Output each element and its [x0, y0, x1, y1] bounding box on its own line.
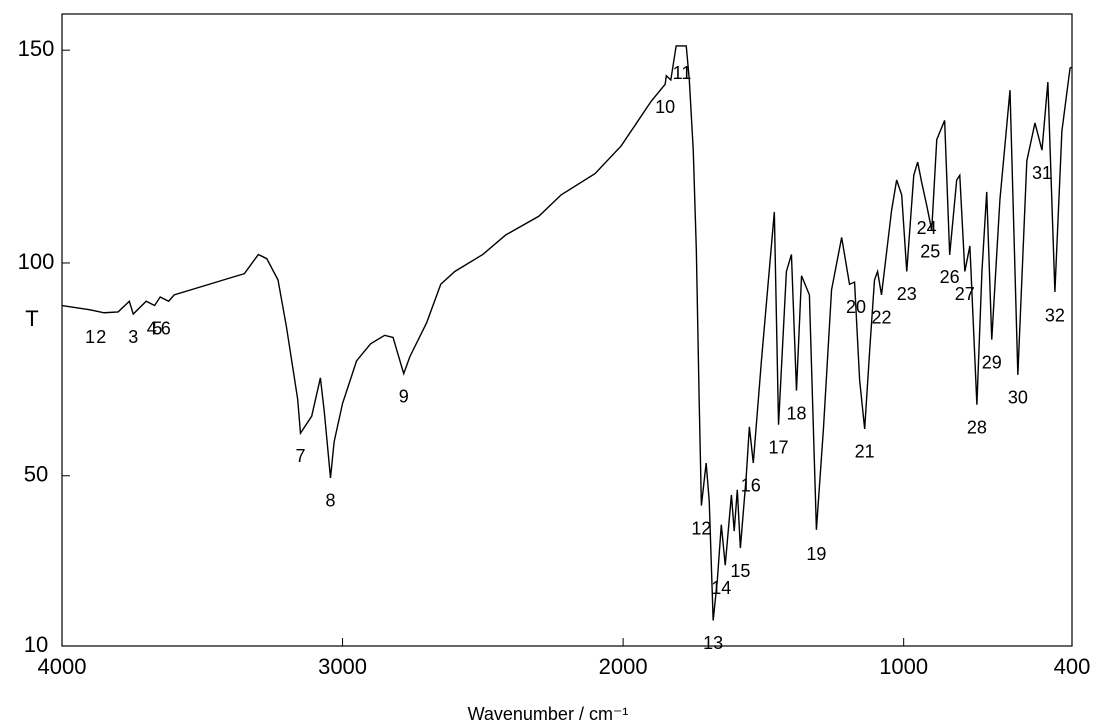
peak-label: 15 [730, 561, 750, 581]
x-tick-label: 1000 [879, 654, 928, 679]
y-tick-label: 150 [18, 36, 55, 61]
peak-label: 3 [128, 327, 138, 347]
peak-label: 19 [806, 544, 826, 564]
peak-label: 29 [982, 352, 1002, 372]
peak-label: 21 [855, 442, 875, 462]
peak-label: 30 [1008, 388, 1028, 408]
x-tick-label: 3000 [318, 654, 367, 679]
peak-label: 25 [920, 242, 940, 262]
peak-label: 6 [161, 318, 171, 338]
peak-label: 2 [96, 327, 106, 347]
peak-label: 20 [846, 297, 866, 317]
peak-label: 32 [1045, 306, 1065, 326]
peak-label: 28 [967, 417, 987, 437]
peak-label: 5 [152, 318, 162, 338]
peak-label: 24 [917, 218, 937, 238]
spectrum-line [61, 45, 1073, 621]
peak-label: 14 [711, 578, 731, 598]
peak-label: 31 [1032, 163, 1052, 183]
peak-label: 18 [786, 403, 806, 423]
peak-label: 11 [673, 63, 692, 83]
peak-label: 22 [871, 308, 891, 328]
peak-label: 8 [325, 491, 335, 511]
peak-label: 1 [85, 327, 95, 347]
y-tick-label: 10 [24, 632, 48, 657]
peak-label: 17 [769, 437, 789, 457]
peak-label: 12 [691, 518, 711, 538]
peak-label: 9 [399, 386, 409, 406]
x-tick-label: 2000 [599, 654, 648, 679]
x-axis-label: Wavenumber / cm⁻¹ [468, 704, 629, 724]
peak-label: 16 [741, 476, 761, 496]
peak-label: 13 [703, 633, 723, 653]
y-tick-label: 100 [18, 249, 55, 274]
peak-label: 10 [655, 97, 675, 117]
peak-label: 27 [955, 284, 975, 304]
peak-label: 4 [147, 318, 157, 338]
plot-frame [61, 13, 1073, 647]
y-tick-label: 50 [24, 462, 48, 487]
peak-label: 26 [940, 267, 960, 287]
x-tick-label: 400 [1054, 654, 1091, 679]
y-axis-label: T [25, 306, 38, 331]
peak-label: 7 [295, 446, 305, 466]
peak-label: 23 [897, 284, 917, 304]
x-tick-label: 4000 [38, 654, 87, 679]
